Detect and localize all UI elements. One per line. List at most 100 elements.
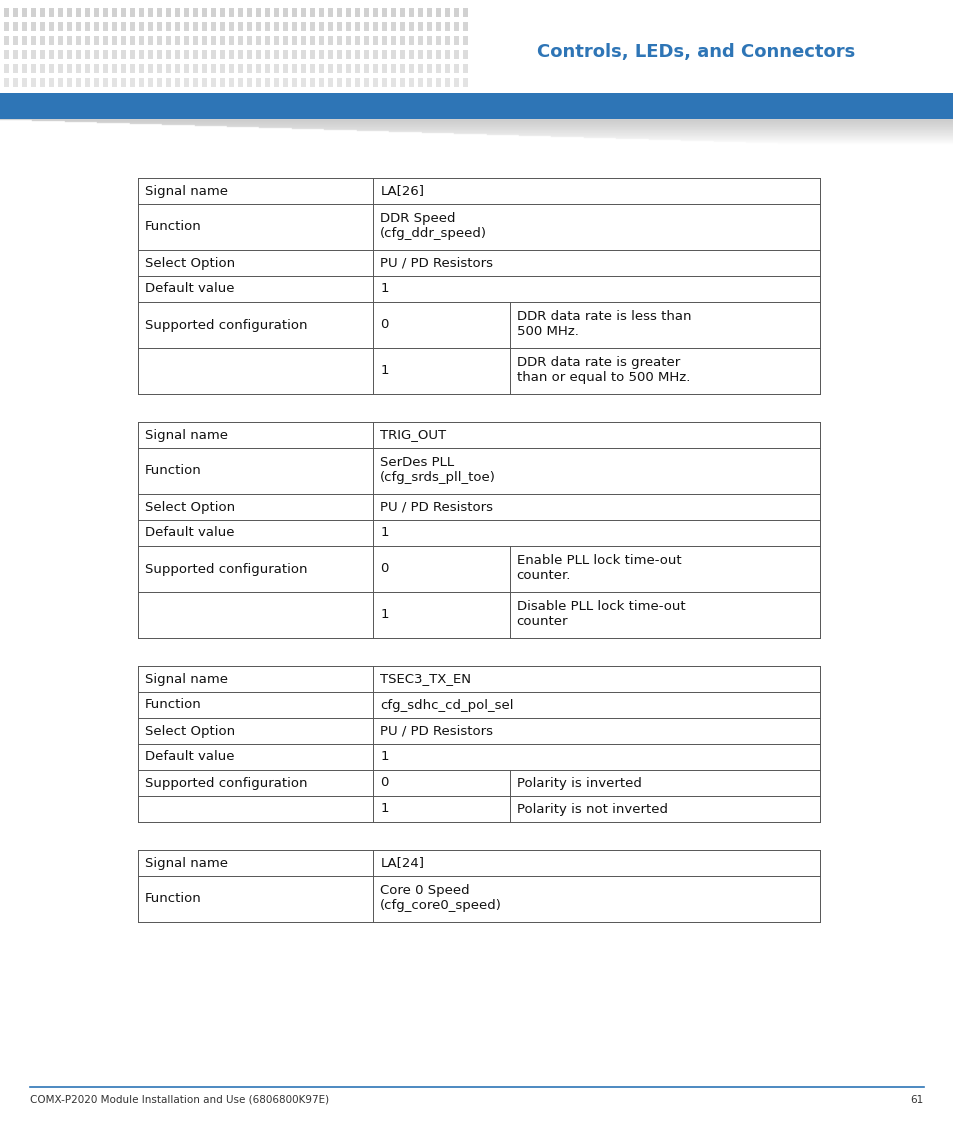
Bar xyxy=(139,35,144,45)
Bar xyxy=(381,78,387,87)
Bar xyxy=(292,35,296,45)
Bar xyxy=(103,35,108,45)
Bar xyxy=(409,50,414,60)
Bar xyxy=(121,64,126,73)
Bar xyxy=(229,50,233,60)
Bar xyxy=(283,8,288,17)
Bar xyxy=(409,64,414,73)
Bar xyxy=(328,35,333,45)
Bar xyxy=(76,50,81,60)
Bar xyxy=(364,22,369,31)
Bar xyxy=(427,64,432,73)
Bar xyxy=(427,78,432,87)
Bar xyxy=(274,22,278,31)
Bar xyxy=(184,22,189,31)
Bar xyxy=(255,64,261,73)
Bar xyxy=(283,64,288,73)
Bar xyxy=(310,22,314,31)
Bar xyxy=(76,22,81,31)
Bar xyxy=(229,64,233,73)
Bar xyxy=(22,50,27,60)
Bar xyxy=(355,22,359,31)
Bar xyxy=(292,78,296,87)
Bar xyxy=(283,50,288,60)
Bar xyxy=(174,8,180,17)
Bar xyxy=(130,22,135,31)
Text: Function: Function xyxy=(145,698,201,711)
Bar xyxy=(76,78,81,87)
Bar xyxy=(94,8,99,17)
Text: Select Option: Select Option xyxy=(145,500,234,513)
Bar xyxy=(157,50,162,60)
Bar xyxy=(399,50,405,60)
Bar xyxy=(157,64,162,73)
Bar xyxy=(138,692,820,718)
Bar xyxy=(0,93,953,119)
Bar xyxy=(265,22,270,31)
Bar xyxy=(49,50,54,60)
Bar xyxy=(399,78,405,87)
Text: Polarity is inverted: Polarity is inverted xyxy=(517,776,640,790)
Bar xyxy=(399,8,405,17)
Bar xyxy=(211,78,215,87)
Bar xyxy=(184,35,189,45)
Bar xyxy=(138,423,820,448)
Bar xyxy=(328,50,333,60)
Bar xyxy=(121,22,126,31)
Bar xyxy=(30,22,36,31)
Bar xyxy=(13,78,18,87)
Text: 1: 1 xyxy=(380,803,389,815)
Bar xyxy=(67,64,71,73)
Bar xyxy=(436,64,440,73)
Text: counter.: counter. xyxy=(517,569,571,582)
Bar xyxy=(211,64,215,73)
Bar xyxy=(139,50,144,60)
Text: (cfg_ddr_speed): (cfg_ddr_speed) xyxy=(380,227,487,239)
Bar xyxy=(381,64,387,73)
Bar xyxy=(436,22,440,31)
Bar xyxy=(237,35,243,45)
Bar xyxy=(112,35,117,45)
Bar xyxy=(138,448,820,493)
Bar xyxy=(436,78,440,87)
Bar xyxy=(138,592,820,638)
Bar xyxy=(138,493,820,520)
Bar xyxy=(22,64,27,73)
Bar xyxy=(76,35,81,45)
Bar xyxy=(417,50,422,60)
Bar xyxy=(265,64,270,73)
Bar xyxy=(417,78,422,87)
Bar xyxy=(301,50,306,60)
Bar xyxy=(202,22,207,31)
Text: PU / PD Resistors: PU / PD Resistors xyxy=(380,725,493,737)
Bar xyxy=(174,78,180,87)
Bar xyxy=(30,78,36,87)
Bar xyxy=(346,64,351,73)
Bar xyxy=(148,22,152,31)
Text: PU / PD Resistors: PU / PD Resistors xyxy=(380,500,493,513)
Text: counter: counter xyxy=(517,615,568,627)
Bar xyxy=(138,204,820,250)
Bar xyxy=(139,8,144,17)
Text: TSEC3_TX_EN: TSEC3_TX_EN xyxy=(380,672,471,686)
Bar xyxy=(4,50,9,60)
Bar xyxy=(202,50,207,60)
Bar xyxy=(328,22,333,31)
Bar xyxy=(373,64,377,73)
Bar xyxy=(283,35,288,45)
Bar xyxy=(444,78,450,87)
Bar xyxy=(138,520,820,546)
Bar xyxy=(274,64,278,73)
Bar xyxy=(301,64,306,73)
Bar xyxy=(444,22,450,31)
Bar xyxy=(462,64,468,73)
Bar xyxy=(4,78,9,87)
Text: TRIG_OUT: TRIG_OUT xyxy=(380,428,446,442)
Bar xyxy=(103,22,108,31)
Bar xyxy=(381,22,387,31)
Bar xyxy=(220,64,225,73)
Bar xyxy=(4,35,9,45)
Bar xyxy=(274,78,278,87)
Bar xyxy=(40,8,45,17)
Bar xyxy=(40,35,45,45)
